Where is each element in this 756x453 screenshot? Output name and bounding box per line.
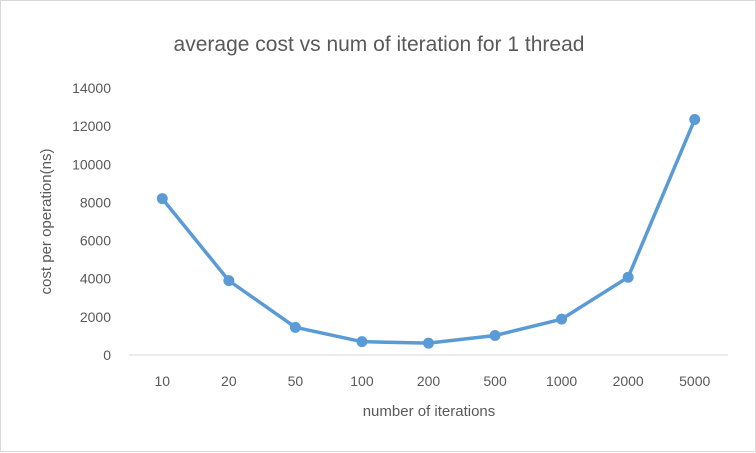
y-tick-label: 14000 — [72, 80, 111, 96]
x-tick-label: 100 — [350, 373, 374, 389]
x-tick-label: 10 — [154, 373, 170, 389]
y-tick-label: 0 — [103, 347, 111, 363]
data-point — [223, 275, 235, 287]
data-point — [423, 337, 434, 349]
x-tick-label: 500 — [483, 373, 507, 389]
data-point — [556, 313, 568, 325]
x-tick-label: 50 — [288, 373, 304, 389]
x-tick-label: 1000 — [546, 373, 577, 389]
x-tick-label: 2000 — [613, 373, 644, 389]
y-axis-title: cost per operation(ns) — [38, 149, 55, 295]
data-points — [156, 113, 701, 349]
y-axis-ticks: 0 2000 4000 6000 8000 10000 12000 14000 — [72, 80, 111, 363]
y-tick-label: 6000 — [80, 233, 111, 249]
y-tick-label: 4000 — [80, 271, 111, 287]
y-tick-label: 10000 — [72, 156, 111, 172]
x-axis-ticks: 10 20 50 100 200 500 1000 2000 5000 — [154, 373, 710, 389]
data-point — [489, 330, 501, 342]
y-tick-label: 12000 — [72, 118, 111, 134]
data-point — [689, 113, 701, 125]
data-point — [622, 271, 634, 283]
chart-title: average cost vs num of iteration for 1 t… — [174, 33, 585, 56]
x-axis-title: number of iterations — [363, 403, 496, 420]
x-tick-label: 5000 — [679, 373, 710, 389]
series-line — [160, 118, 697, 345]
x-tick-label: 20 — [221, 373, 237, 389]
y-tick-label: 8000 — [80, 194, 111, 210]
y-tick-label: 2000 — [80, 309, 111, 325]
data-point — [156, 193, 168, 205]
x-tick-label: 200 — [417, 373, 441, 389]
data-point — [356, 336, 368, 348]
data-point — [289, 321, 301, 333]
